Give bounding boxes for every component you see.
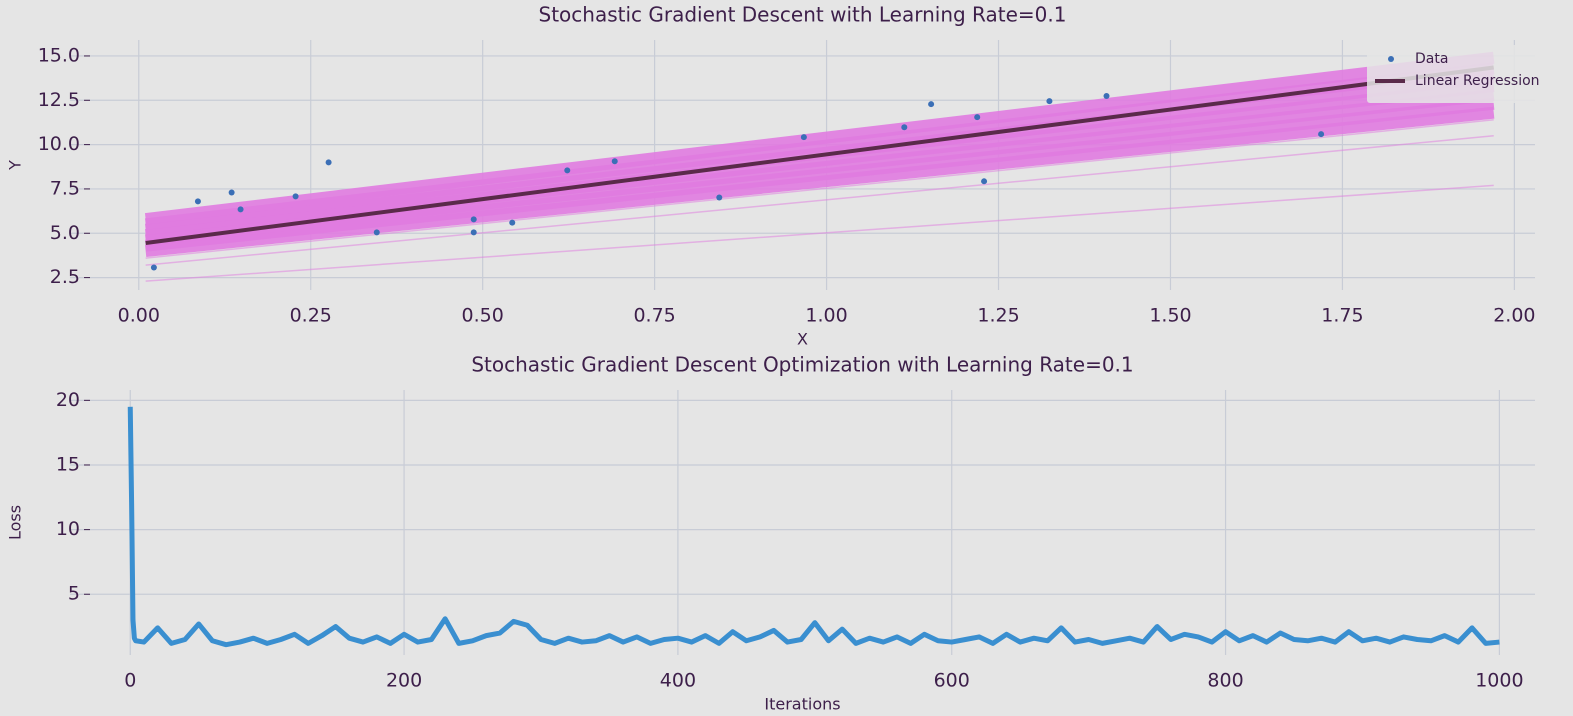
point [150,264,157,271]
legend-box [1367,45,1555,103]
x-tick-label: 600 [934,670,970,692]
point [1103,93,1110,100]
point [228,189,235,196]
point [611,158,618,165]
y-axis-label: Loss [6,505,25,540]
x-tick-label: 2.00 [1493,305,1535,327]
point [800,134,807,141]
point [237,206,244,213]
x-tick-label: 800 [1207,670,1243,692]
x-axis-label: Iterations [764,695,840,714]
y-tick-label: 5 [68,583,80,605]
point [292,193,299,200]
line [127,406,1500,648]
chart-title: Stochastic Gradient Descent Optimization… [471,353,1133,377]
point [325,159,332,166]
x-tick-label: 400 [660,670,696,692]
legend-label: Linear Regression [1415,73,1540,89]
point [1046,98,1053,105]
y-tick-label: 15 [56,453,80,475]
point [470,229,477,236]
point [974,114,981,121]
point [470,216,477,223]
line [144,62,1495,231]
x-tick-label: 0.50 [462,305,504,327]
chart-title: Stochastic Gradient Descent with Learnin… [539,3,1067,27]
point [564,167,571,174]
point [928,101,935,108]
line [145,119,1494,259]
x-tick-label: 200 [386,670,422,692]
x-axis-label: X [797,330,808,349]
line [145,184,1494,282]
line [144,51,1495,226]
y-tick-label: 7.5 [50,177,80,199]
point [1318,131,1325,138]
y-tick-label: 20 [56,389,80,411]
point [901,124,908,131]
x-tick-label: 1000 [1475,670,1523,692]
point [981,178,988,185]
y-axis-label: Y [6,160,25,171]
x-tick-label: 1.00 [805,305,847,327]
y-tick-label: 10.0 [38,133,80,155]
point [716,194,723,201]
x-tick-label: 0.00 [118,305,160,327]
y-tick-label: 12.5 [38,89,80,111]
x-tick-label: 0.25 [290,305,332,327]
point [509,219,516,226]
line [145,134,1494,266]
y-tick-label: 5.0 [50,222,80,244]
point [373,229,380,236]
y-tick-label: 10 [56,518,80,540]
x-tick-label: 1.25 [977,305,1019,327]
x-tick-label: 1.50 [1149,305,1191,327]
legend-marker [1388,56,1394,62]
x-tick-label: 0 [124,670,136,692]
legend-label: Data [1415,51,1448,67]
point [194,198,201,205]
x-tick-label: 1.75 [1321,305,1363,327]
y-tick-label: 15.0 [38,44,80,66]
x-tick-label: 0.75 [633,305,675,327]
line [145,65,1494,245]
y-tick-label: 2.5 [50,266,80,288]
